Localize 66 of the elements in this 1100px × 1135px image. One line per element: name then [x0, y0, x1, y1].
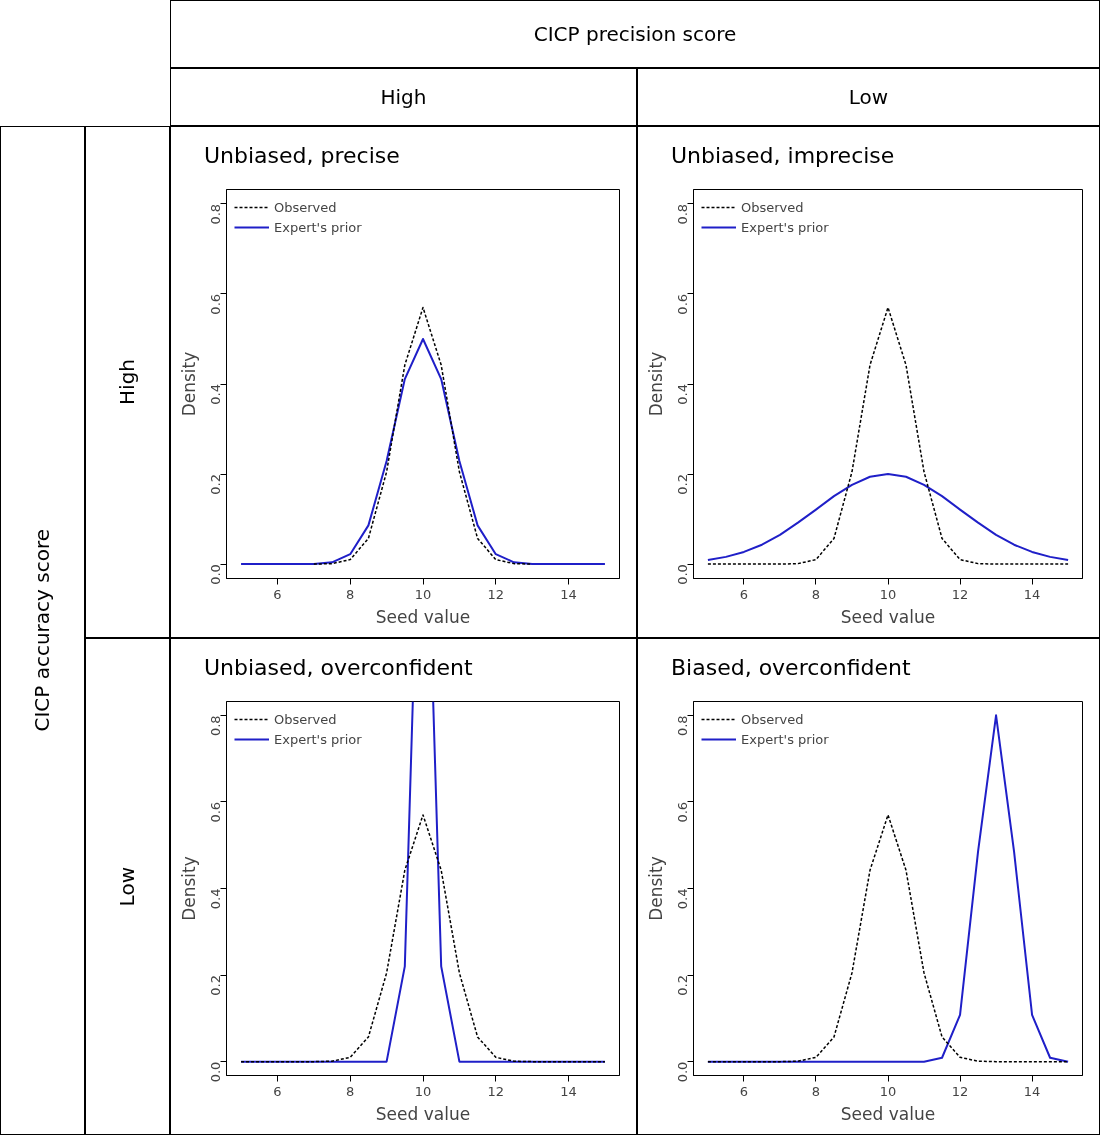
text: Low — [638, 69, 1099, 125]
text: CICP accuracy score — [29, 529, 56, 732]
legend-label: Expert's prior — [741, 731, 829, 747]
legend-label: Observed — [274, 199, 337, 215]
text: High — [114, 359, 141, 405]
y-tick-label: 0.6 — [675, 801, 690, 823]
legend-label: Observed — [274, 711, 337, 727]
text: High — [171, 69, 636, 125]
y-tick-label: 0.6 — [675, 293, 690, 315]
text: Low — [114, 866, 141, 907]
x-tick-label: 8 — [346, 586, 355, 602]
x-tick-label: 10 — [879, 586, 897, 602]
x-tick-label: 12 — [951, 586, 969, 602]
x-tick-label: 10 — [414, 586, 432, 602]
chart-title: Unbiased, overconfident — [204, 654, 473, 682]
y-tick-label: 0.4 — [208, 888, 223, 910]
y-tick-label: 0.6 — [208, 801, 223, 823]
x-axis-title: Seed value — [375, 606, 471, 627]
x-tick-label: 14 — [1023, 586, 1041, 602]
y-tick-label: 0.2 — [208, 975, 223, 996]
x-tick-label: 10 — [414, 1083, 432, 1099]
legend-label: Expert's prior — [741, 219, 829, 235]
y-axis-title: Density — [645, 351, 666, 417]
y-tick-label: 0.8 — [675, 203, 690, 225]
x-tick-label: 6 — [739, 586, 749, 602]
text: CICP precision score — [171, 1, 1099, 67]
y-tick-label: 0.4 — [675, 888, 690, 910]
y-axis-title: Density — [178, 856, 199, 921]
y-tick-label: 0.2 — [675, 975, 690, 996]
x-tick-label: 8 — [811, 586, 821, 602]
x-tick-label: 14 — [560, 1083, 577, 1099]
y-tick-label: 0.4 — [675, 383, 690, 405]
chart-title: Unbiased, precise — [204, 142, 400, 170]
chart-title: Biased, overconfident — [671, 654, 911, 682]
y-tick-label: 0.4 — [208, 383, 223, 405]
y-tick-label: 0.0 — [675, 1061, 690, 1083]
x-tick-label: 6 — [739, 1083, 749, 1099]
chart-title: Unbiased, imprecise — [671, 142, 895, 170]
x-tick-label: 6 — [273, 586, 282, 602]
y-tick-label: 0.8 — [208, 715, 223, 737]
y-tick-label: 0.2 — [675, 474, 690, 495]
y-axis-title: Density — [645, 856, 666, 921]
y-tick-label: 0.8 — [208, 203, 223, 225]
x-tick-label: 12 — [951, 1083, 969, 1099]
x-tick-label: 10 — [879, 1083, 897, 1099]
y-axis-title: Density — [178, 351, 199, 417]
legend-label: Expert's prior — [274, 219, 362, 235]
legend-label: Observed — [741, 199, 804, 215]
y-tick-label: 0.0 — [208, 564, 223, 585]
x-axis-title: Seed value — [840, 606, 936, 627]
y-tick-label: 0.6 — [208, 293, 223, 315]
legend-label: Expert's prior — [274, 731, 362, 747]
y-tick-label: 0.2 — [208, 474, 223, 495]
x-tick-label: 12 — [487, 1083, 505, 1099]
y-tick-label: 0.0 — [675, 564, 690, 585]
x-tick-label: 14 — [1023, 1083, 1041, 1099]
x-tick-label: 12 — [487, 586, 505, 602]
y-tick-label: 0.8 — [675, 715, 690, 737]
x-tick-label: 6 — [273, 1083, 282, 1099]
x-tick-label: 8 — [811, 1083, 821, 1099]
x-tick-label: 14 — [560, 586, 577, 602]
legend-label: Observed — [741, 711, 804, 727]
y-tick-label: 0.0 — [208, 1061, 223, 1083]
x-axis-title: Seed value — [840, 1103, 936, 1124]
x-tick-label: 8 — [346, 1083, 355, 1099]
x-axis-title: Seed value — [375, 1103, 471, 1124]
